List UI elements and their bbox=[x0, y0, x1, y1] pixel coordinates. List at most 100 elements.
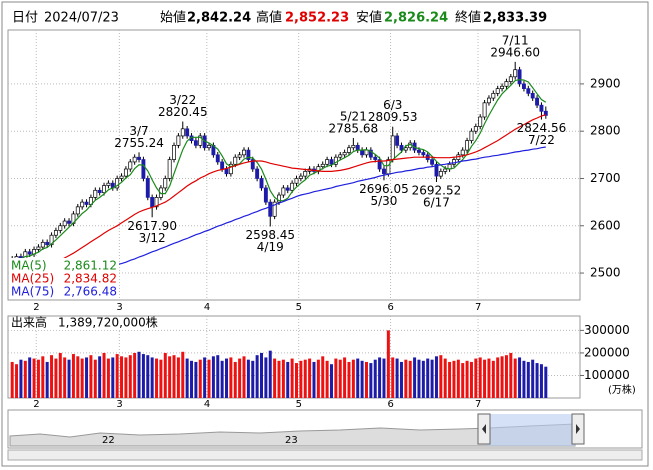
volume-bar bbox=[426, 358, 430, 398]
volume-bar bbox=[225, 358, 229, 398]
candle-body bbox=[329, 159, 334, 165]
candle-body bbox=[465, 140, 470, 151]
candle-body bbox=[62, 220, 67, 227]
candle-body bbox=[119, 175, 124, 179]
volume-bar bbox=[443, 358, 447, 398]
x-tick-label: 4 bbox=[204, 302, 210, 313]
candle-body bbox=[294, 178, 299, 184]
volume-bar bbox=[338, 359, 342, 398]
volume-bar bbox=[434, 356, 438, 398]
navigator-range[interactable] bbox=[487, 414, 575, 446]
candle-body bbox=[377, 159, 382, 170]
candle-body bbox=[399, 145, 404, 151]
legend-box bbox=[9, 258, 119, 299]
volume-bar bbox=[347, 361, 351, 398]
volume-bar bbox=[312, 361, 316, 398]
annotation-date: 4/19 bbox=[257, 240, 284, 254]
volume-bar bbox=[150, 357, 154, 398]
volume-bar bbox=[63, 357, 67, 398]
x-tick-label: 6 bbox=[388, 302, 394, 313]
volume-bar bbox=[360, 360, 364, 398]
candle-body bbox=[45, 241, 50, 246]
candle-body bbox=[167, 159, 172, 179]
volume-bar bbox=[190, 360, 194, 398]
volume-bar bbox=[229, 357, 233, 398]
candle-body bbox=[521, 83, 526, 89]
y-tick-label: 100000 bbox=[584, 368, 630, 382]
volume-bar bbox=[137, 351, 141, 398]
x-tick-label: 6 bbox=[388, 399, 394, 410]
volume-bar bbox=[417, 359, 421, 398]
annotation-date: 7/11 bbox=[502, 33, 529, 47]
candle-body bbox=[478, 116, 483, 127]
volume-bar bbox=[544, 366, 548, 398]
annotation-date: 3/7 bbox=[129, 124, 148, 138]
candle-body bbox=[460, 149, 465, 156]
scrollbar[interactable] bbox=[7, 449, 643, 461]
volume-bar bbox=[448, 361, 452, 398]
candle-body bbox=[58, 225, 63, 231]
candle-body bbox=[395, 135, 400, 146]
candle-body bbox=[500, 85, 505, 89]
candle-body bbox=[97, 189, 102, 194]
candle-body bbox=[163, 178, 168, 189]
candle-body bbox=[364, 149, 369, 156]
candle-body bbox=[535, 97, 540, 106]
x-tick-label: 5 bbox=[296, 399, 302, 410]
volume-bar bbox=[430, 359, 434, 398]
volume-bar bbox=[382, 358, 386, 398]
volume-bar bbox=[32, 358, 36, 398]
header: 日付 2024/07/23 bbox=[12, 11, 119, 26]
volume-bar bbox=[321, 356, 325, 398]
candle-body bbox=[272, 201, 277, 217]
candle-body bbox=[193, 140, 198, 146]
candle-body bbox=[539, 104, 544, 112]
candle-body bbox=[373, 156, 378, 160]
x-tick-label: 7 bbox=[475, 302, 481, 313]
annotation-value: 2820.45 bbox=[158, 105, 208, 119]
candle-body bbox=[469, 130, 474, 141]
candle-body bbox=[473, 126, 478, 132]
legend-value: 2,861.12 bbox=[64, 259, 117, 273]
volume-bar bbox=[369, 363, 373, 398]
annotation-value: 2598.45 bbox=[245, 228, 295, 242]
field-label: 終値 bbox=[455, 10, 481, 26]
volume-bar bbox=[526, 361, 530, 398]
candle-body bbox=[123, 168, 128, 177]
candle-body bbox=[115, 178, 120, 189]
volume-bar bbox=[268, 350, 272, 398]
candle-body bbox=[347, 147, 351, 153]
candle-body bbox=[172, 145, 176, 160]
candle-body bbox=[228, 163, 233, 175]
y-tick-label: 300000 bbox=[584, 323, 630, 337]
volume-bar bbox=[238, 358, 242, 398]
volume-bar bbox=[93, 359, 97, 398]
x-tick-label: 2 bbox=[33, 302, 39, 313]
annotation-date: 3/22 bbox=[169, 93, 196, 107]
candle-body bbox=[368, 149, 373, 158]
volume-bar bbox=[163, 352, 167, 398]
volume-bar bbox=[251, 360, 255, 398]
volume-bar bbox=[399, 361, 403, 398]
candle-body bbox=[132, 156, 137, 163]
volume-bar bbox=[54, 358, 58, 398]
candle-body bbox=[303, 171, 308, 177]
volume-bar bbox=[133, 352, 137, 398]
candle-body bbox=[495, 88, 500, 94]
x-tick-label: 7 bbox=[475, 399, 481, 410]
volume-bar bbox=[98, 356, 102, 398]
volume-bar bbox=[391, 357, 395, 398]
volume-bar bbox=[106, 358, 110, 398]
volume-name: 出来高 bbox=[11, 315, 47, 330]
candle-body bbox=[320, 163, 325, 168]
annotation-date: 6/17 bbox=[423, 196, 450, 210]
candle-body bbox=[242, 149, 246, 156]
field-value: 2,842.24 bbox=[187, 11, 251, 26]
candle-body bbox=[360, 149, 365, 156]
candle-body bbox=[224, 168, 229, 175]
candle-body bbox=[491, 93, 496, 99]
volume-bar bbox=[522, 360, 526, 398]
candle-body bbox=[106, 182, 111, 186]
volume-bar bbox=[124, 357, 128, 398]
